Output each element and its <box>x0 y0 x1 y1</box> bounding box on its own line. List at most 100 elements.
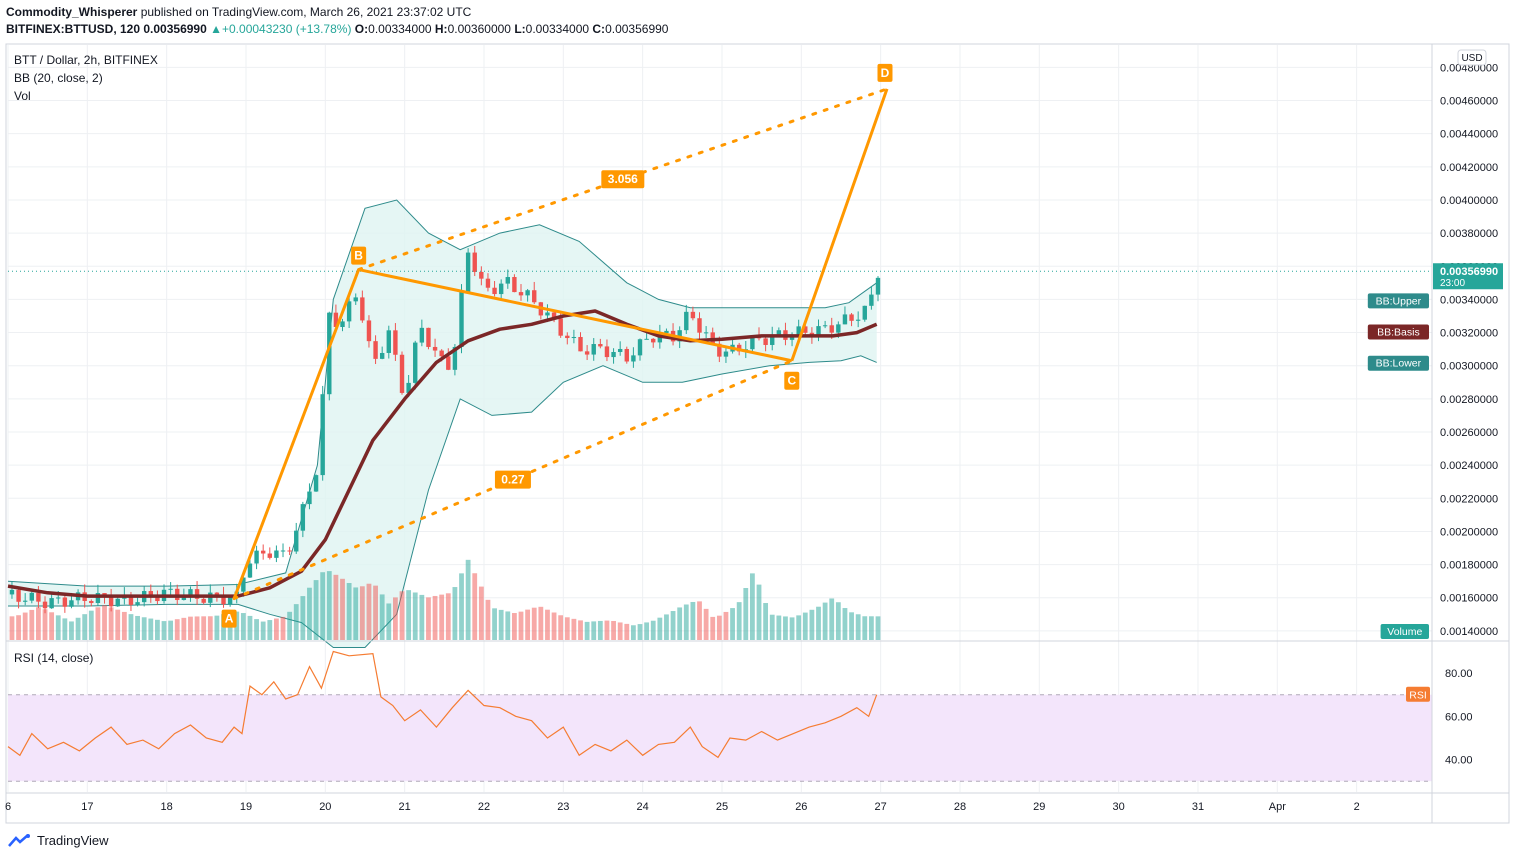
volume-bar <box>452 587 458 640</box>
time-tick-label: 2 <box>1354 801 1360 813</box>
volume-bar <box>723 611 729 640</box>
volume-bar <box>862 616 868 640</box>
footer-brand[interactable]: TradingView <box>8 833 109 848</box>
ratio-ac-box <box>494 470 531 489</box>
publish-info: published on TradingView.com, March 26, … <box>140 5 472 19</box>
candle-body <box>862 305 867 320</box>
rsi-badge <box>1406 686 1430 702</box>
candle-body <box>736 344 742 352</box>
volume-bar <box>406 590 412 640</box>
volume-bar <box>439 594 445 640</box>
point-b-box <box>351 246 367 265</box>
volume-bar <box>670 611 676 640</box>
candle-body <box>69 600 74 607</box>
volume-bar <box>340 578 345 640</box>
leg-ab <box>232 269 361 600</box>
time-tick-label: 25 <box>716 801 728 813</box>
volume-bar <box>393 597 398 640</box>
volume-bar <box>373 585 378 640</box>
time-tick-label: Apr <box>1269 801 1286 813</box>
rsi-panel: 80.00 60.00 40.00 RSI <box>7 650 1473 782</box>
volume-bar <box>690 601 696 640</box>
candle-body <box>108 597 114 607</box>
candle-body <box>479 271 484 279</box>
candle-body <box>763 338 768 345</box>
symbol-line: BITFINEX:BTTUSD, 120 0.00356990 ▲+0.0004… <box>6 22 669 36</box>
legend-vol[interactable]: Vol <box>14 89 31 103</box>
up-arrow-icon: ▲ <box>210 22 222 36</box>
volume-bar <box>611 620 616 640</box>
high-value: 0.00360000 <box>447 22 511 36</box>
volume-bar <box>141 617 147 640</box>
volume-bar <box>743 588 749 640</box>
volume-bar <box>168 620 174 640</box>
candle-body <box>485 278 491 288</box>
volume-bar <box>558 615 564 640</box>
volume-bar <box>267 620 273 640</box>
candle-body <box>617 348 623 353</box>
volume-badge <box>1380 624 1429 639</box>
candle-body <box>565 335 570 339</box>
volume-bar <box>518 611 524 640</box>
candle-body <box>406 382 411 393</box>
volume-bar <box>855 614 861 640</box>
volume-bar <box>366 583 372 640</box>
ratio-ac-label: 0.27 <box>501 473 525 487</box>
volume-bar <box>842 608 848 640</box>
candle-body <box>611 352 616 358</box>
volume-bar <box>95 607 101 640</box>
volume-bar <box>135 615 140 640</box>
author[interactable]: Commodity_Whisperer <box>6 5 138 19</box>
volume-bar <box>703 608 709 640</box>
candle-body <box>446 356 451 370</box>
candle-body <box>432 346 438 351</box>
volume-bars <box>9 559 881 640</box>
volume-bar <box>188 616 193 640</box>
volume-bar <box>802 612 808 640</box>
time-tick-label: 31 <box>1192 801 1204 813</box>
time-tick-label: 22 <box>478 801 490 813</box>
volume-bar <box>650 620 656 640</box>
price-tick-label: 0.00260000 <box>1440 427 1498 439</box>
volume-bar <box>75 617 81 640</box>
candle-body <box>42 601 48 609</box>
volume-bar <box>108 607 114 640</box>
volume-bar <box>769 614 775 640</box>
candle-body <box>254 550 259 564</box>
legend-rsi[interactable]: RSI (14, close) <box>14 651 94 665</box>
price-tick-label: 0.00200000 <box>1440 526 1498 538</box>
candle-body <box>829 325 834 333</box>
candle-body <box>95 593 101 604</box>
volume-bar <box>683 604 689 640</box>
volume-bar <box>657 617 663 640</box>
legend-title[interactable]: BTT / Dollar, 2h, BITFINEX <box>14 53 158 67</box>
candle-body <box>822 325 828 327</box>
volume-bar <box>736 602 742 640</box>
low-value: 0.00334000 <box>525 22 590 36</box>
time-tick-label: 19 <box>240 801 252 813</box>
volume-bar <box>551 612 557 640</box>
candle-body <box>327 312 332 395</box>
candle-body <box>472 252 477 272</box>
candle-body <box>439 350 444 357</box>
symbol: BITFINEX:BTTUSD, 120 <box>6 22 141 36</box>
candle-body <box>135 602 140 605</box>
volume-bar <box>379 594 385 640</box>
candle-body <box>280 550 286 552</box>
legend-bb[interactable]: BB (20, close, 2) <box>14 71 103 85</box>
volume-bar <box>260 621 266 640</box>
volume-bar <box>822 602 828 640</box>
volume-bar <box>604 620 610 640</box>
bb-upper-label: BB:Upper <box>1376 295 1422 307</box>
bb-upper-line <box>7 199 877 587</box>
publish-line: Commodity_Whisperer published on Trading… <box>6 5 471 19</box>
candle-body <box>551 312 557 319</box>
volume-bar <box>756 584 762 640</box>
volume-bar <box>584 621 590 640</box>
ratio-bd-label: 3.056 <box>608 172 638 186</box>
candle-body <box>512 277 517 293</box>
time-tick-label: 17 <box>81 801 93 813</box>
countdown-label: 23:00 <box>1440 278 1465 289</box>
candle-body <box>571 336 577 339</box>
